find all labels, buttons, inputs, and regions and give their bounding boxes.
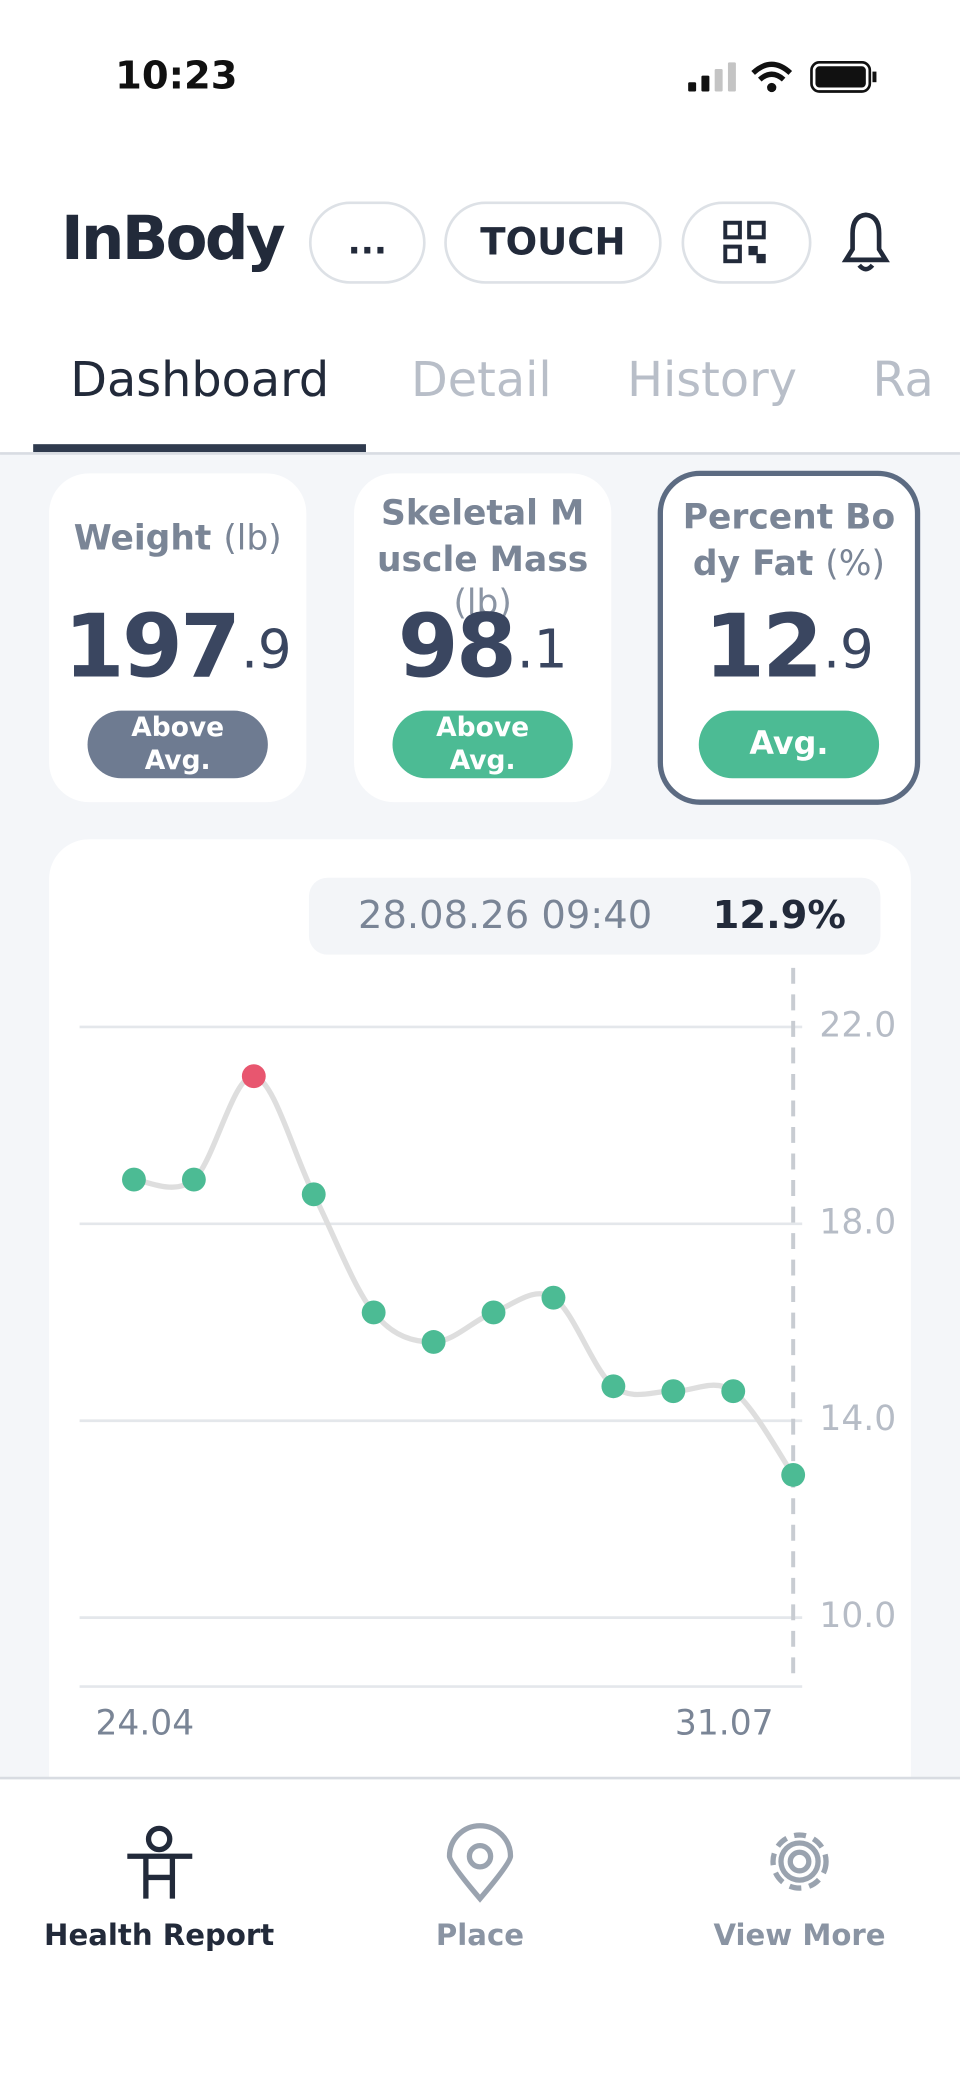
status-time: 10:23 <box>115 54 237 99</box>
tooltip <box>308 877 881 955</box>
tab[interactable]: Ra <box>872 353 933 408</box>
card-badge <box>698 710 880 779</box>
more-button-label: ... <box>348 222 387 262</box>
data-point <box>601 1374 626 1399</box>
tab-bar: Dashboard Detail History Ra <box>70 353 934 408</box>
card-unit: (lb) <box>223 518 281 558</box>
card-title-line: Weight <box>74 518 212 558</box>
tab[interactable]: Dashboard <box>70 353 329 408</box>
y-tick-label: 10.0 <box>819 1596 896 1636</box>
tab[interactable]: Detail <box>411 353 552 408</box>
data-point <box>181 1167 206 1192</box>
nav-label[interactable]: Health Report <box>44 1918 274 1952</box>
logo: InBody <box>61 203 285 274</box>
card-badge <box>392 710 573 779</box>
nav-labels: Health Report Place View More <box>44 1918 886 1952</box>
card-title: Weight (lb) <box>74 518 282 558</box>
tooltip-value: 12.9% <box>713 893 846 938</box>
nav-label[interactable]: Place <box>436 1918 524 1952</box>
card-value: 98.1 <box>398 595 568 697</box>
x-tick-label: 31.07 <box>675 1703 774 1743</box>
chart-card <box>49 839 911 1847</box>
card-badge-label: Above <box>436 712 529 743</box>
card-value-dec: .1 <box>517 618 568 680</box>
chart: 10.0 14.0 18.0 22.0 24.04 31.07 <box>79 967 896 1743</box>
card-unit: (lb) <box>453 583 511 623</box>
health-report-icon[interactable] <box>127 1825 193 1899</box>
card-badge <box>87 710 268 779</box>
card-title-line: dy Fat <box>693 543 813 583</box>
y-tick-label: 18.0 <box>819 1202 896 1242</box>
card-title: dy Fat (%) <box>693 543 885 583</box>
card-title-line: Skeletal M <box>381 493 584 533</box>
tab[interactable]: History <box>627 353 797 408</box>
data-point <box>721 1379 746 1404</box>
card-badge-label: Above <box>131 712 224 743</box>
card-value: 197.9 <box>64 595 292 697</box>
card-title: Skeletal M <box>381 493 584 533</box>
nav-label[interactable]: View More <box>713 1918 885 1952</box>
card-value-dec: .9 <box>241 618 292 680</box>
data-point <box>421 1330 446 1354</box>
place-icon[interactable] <box>446 1823 514 1903</box>
card-value-dec: .9 <box>823 618 874 680</box>
card-value-int: 197 <box>64 595 239 697</box>
card-title-line: Percent Bo <box>683 497 895 537</box>
tooltip-date: 28.08.26 09:40 <box>358 893 652 938</box>
card-badge-label: Avg. <box>145 745 211 776</box>
card-badge-label: Avg. <box>450 745 516 776</box>
y-tick-label: 14.0 <box>819 1399 896 1439</box>
tab-underline <box>33 444 366 453</box>
card-badge-label: Avg. <box>749 724 828 762</box>
data-point <box>241 1064 266 1089</box>
data-point <box>661 1379 686 1404</box>
data-point <box>541 1285 566 1310</box>
card-title-line: uscle Mass <box>377 539 588 579</box>
card-value: 12.9 <box>704 595 874 697</box>
y-tick-label: 22.0 <box>819 1005 896 1045</box>
bell-icon[interactable] <box>841 212 890 272</box>
card-value-int: 98 <box>398 595 514 697</box>
card-value-int: 12 <box>704 595 820 697</box>
touch-button-label: TOUCH <box>480 220 625 263</box>
data-point <box>481 1300 506 1325</box>
qr-button[interactable] <box>681 201 812 284</box>
status-icons <box>688 60 877 93</box>
data-point <box>781 1462 806 1487</box>
data-point <box>122 1167 146 1192</box>
card-title: Percent Bo <box>683 497 895 537</box>
x-tick-label: 24.04 <box>95 1703 194 1743</box>
card-title: uscle Mass <box>377 539 588 579</box>
data-point <box>361 1300 386 1325</box>
view-more-icon[interactable] <box>770 1832 829 1891</box>
touch-button[interactable] <box>444 201 662 284</box>
more-button[interactable] <box>308 201 426 284</box>
card-unit: (%) <box>825 543 885 583</box>
qr-icon <box>723 220 766 264</box>
data-point <box>301 1182 326 1207</box>
